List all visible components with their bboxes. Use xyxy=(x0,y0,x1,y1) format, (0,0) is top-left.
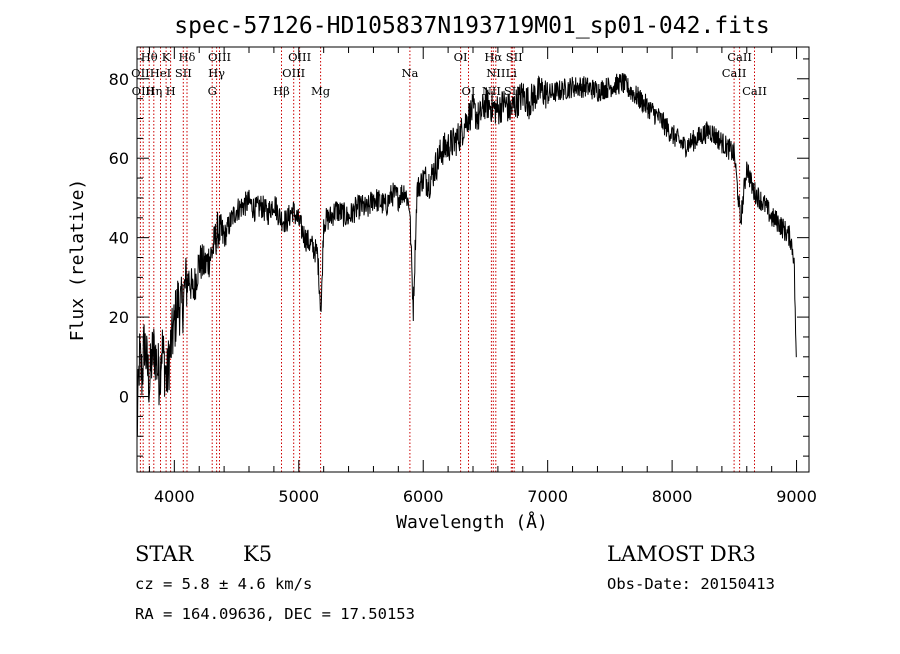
x-tick-label-5000: 5000 xyxy=(278,487,319,506)
line-label-26: SII xyxy=(504,84,521,98)
line-label-21: G xyxy=(208,84,217,98)
x-tick-label-8000: 8000 xyxy=(652,487,693,506)
line-label-20: H xyxy=(166,84,176,98)
y-tick-label-0: 0 xyxy=(119,388,129,407)
line-label-7: SII xyxy=(506,50,523,64)
line-label-1: K xyxy=(162,50,171,64)
line-label-27: CaII xyxy=(742,84,767,98)
line-label-24: OI xyxy=(462,84,476,98)
line-label-9: OII xyxy=(131,66,150,80)
y-tick-label-20: 20 xyxy=(109,308,129,327)
line-label-12: Hγ xyxy=(208,66,225,80)
line-label-0: Hθ xyxy=(141,50,158,64)
x-tick-label-6000: 6000 xyxy=(403,487,444,506)
y-axis-ticks: 0 20 40 60 80 xyxy=(109,58,809,457)
object-subclass: K5 xyxy=(243,542,272,566)
line-label-5: OI xyxy=(454,50,468,64)
line-label-2: Hδ xyxy=(179,50,196,64)
line-label-10: HeI xyxy=(150,66,171,80)
line-label-23: Mg xyxy=(311,84,331,98)
ra-dec: RA = 164.09636, DEC = 17.50153 xyxy=(135,605,415,623)
line-label-19: Hη xyxy=(145,84,162,98)
y-tick-label-60: 60 xyxy=(109,149,129,168)
line-label-14: Na xyxy=(401,66,418,80)
line-label-6: Hα xyxy=(484,50,502,64)
x-tick-label-7000: 7000 xyxy=(527,487,568,506)
y-tick-label-80: 80 xyxy=(109,70,129,89)
line-label-3: OIII xyxy=(208,50,231,64)
spectrum-series xyxy=(136,73,797,437)
spectrum-line xyxy=(136,73,797,437)
observation-date: Obs-Date: 20150413 xyxy=(607,575,775,593)
redshift-cz: cz = 5.8 ± 4.6 km/s xyxy=(135,575,312,593)
x-axis-label: Wavelength (Å) xyxy=(396,511,548,533)
x-tick-label-4000: 4000 xyxy=(154,487,195,506)
line-label-15: NII xyxy=(486,66,505,80)
line-label-8: CaII xyxy=(727,50,752,64)
line-label-16: Li xyxy=(506,66,518,80)
emission-line-markers xyxy=(139,47,755,472)
object-class: STAR xyxy=(135,542,194,566)
line-label-4: OIII xyxy=(288,50,311,64)
chart-title: spec-57126-HD105837N193719M01_sp01-042.f… xyxy=(174,13,769,39)
line-label-25: NII xyxy=(482,84,501,98)
line-label-17: CaII xyxy=(722,66,747,80)
y-tick-label-40: 40 xyxy=(109,229,129,248)
line-label-22: Hβ xyxy=(273,84,290,98)
x-tick-label-9000: 9000 xyxy=(776,487,817,506)
emission-line-labels: Hθ K Hδ OIII OIII OI Hα SII CaII OII HeI SII Hγ OIII N… xyxy=(131,50,767,98)
line-label-13: OIII xyxy=(282,66,305,80)
x-axis-ticks: 4000 5000 6000 7000 8000 9000 xyxy=(148,47,817,506)
line-label-11: SII xyxy=(175,66,192,80)
survey-name: LAMOST DR3 xyxy=(607,542,756,566)
plot-frame xyxy=(136,46,810,473)
line-label-18: OIII xyxy=(132,84,155,98)
y-axis-label: Flux (relative) xyxy=(67,179,88,342)
